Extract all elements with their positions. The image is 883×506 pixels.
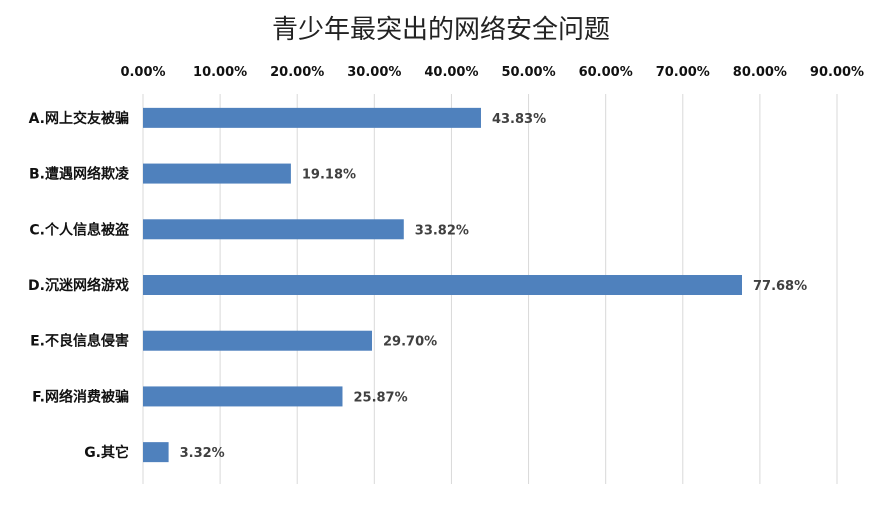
- bar: [143, 163, 291, 184]
- data-label: 19.18%: [302, 168, 356, 183]
- category-labels: A.网上交友被骗 B.遭遇网络欺凌 C.个人信息被盗 D.沉迷网络游戏 E.不良信息侵害…: [28, 110, 130, 461]
- bar: [143, 386, 343, 407]
- category-label: C.个人信息被盗: [29, 221, 130, 238]
- bar: [143, 219, 404, 240]
- x-tick-label: 20.00%: [270, 65, 324, 80]
- data-label: 33.82%: [415, 223, 469, 238]
- x-tick-label: 10.00%: [193, 65, 247, 80]
- data-labels: 43.83% 19.18% 33.82% 77.68% 29.70% 25.87% 3.32…: [180, 112, 808, 461]
- x-axis-ticks: 0.00% 10.00% 20.00% 30.00% 40.00% 50.00% 60.00…: [120, 65, 864, 80]
- x-tick-label: 80.00%: [733, 65, 787, 80]
- category-label: E.不良信息侵害: [30, 333, 129, 350]
- x-tick-label: 30.00%: [347, 65, 401, 80]
- category-label: B.遭遇网络欺凌: [29, 166, 130, 183]
- data-label: 3.32%: [180, 446, 225, 461]
- chart-title: 青少年最突出的网络安全问题: [272, 15, 610, 45]
- x-tick-label: 40.00%: [424, 65, 478, 80]
- category-label: A.网上交友被骗: [29, 110, 129, 127]
- bar: [143, 330, 373, 351]
- x-tick-label: 0.00%: [120, 65, 165, 80]
- data-label: 29.70%: [383, 335, 437, 350]
- category-label: D.沉迷网络游戏: [28, 277, 129, 294]
- category-label: F.网络消费被骗: [32, 388, 129, 405]
- bars: [143, 107, 742, 463]
- category-label: G.其它: [84, 444, 129, 461]
- x-tick-label: 70.00%: [656, 65, 710, 80]
- x-tick-label: 90.00%: [810, 65, 864, 80]
- data-label: 77.68%: [753, 279, 807, 294]
- x-tick-label: 60.00%: [579, 65, 633, 80]
- bar: [143, 275, 742, 295]
- data-label: 43.83%: [492, 112, 546, 127]
- data-label: 25.87%: [353, 390, 407, 405]
- bar: [143, 442, 169, 463]
- bar: [143, 107, 481, 128]
- x-tick-label: 50.00%: [501, 65, 555, 80]
